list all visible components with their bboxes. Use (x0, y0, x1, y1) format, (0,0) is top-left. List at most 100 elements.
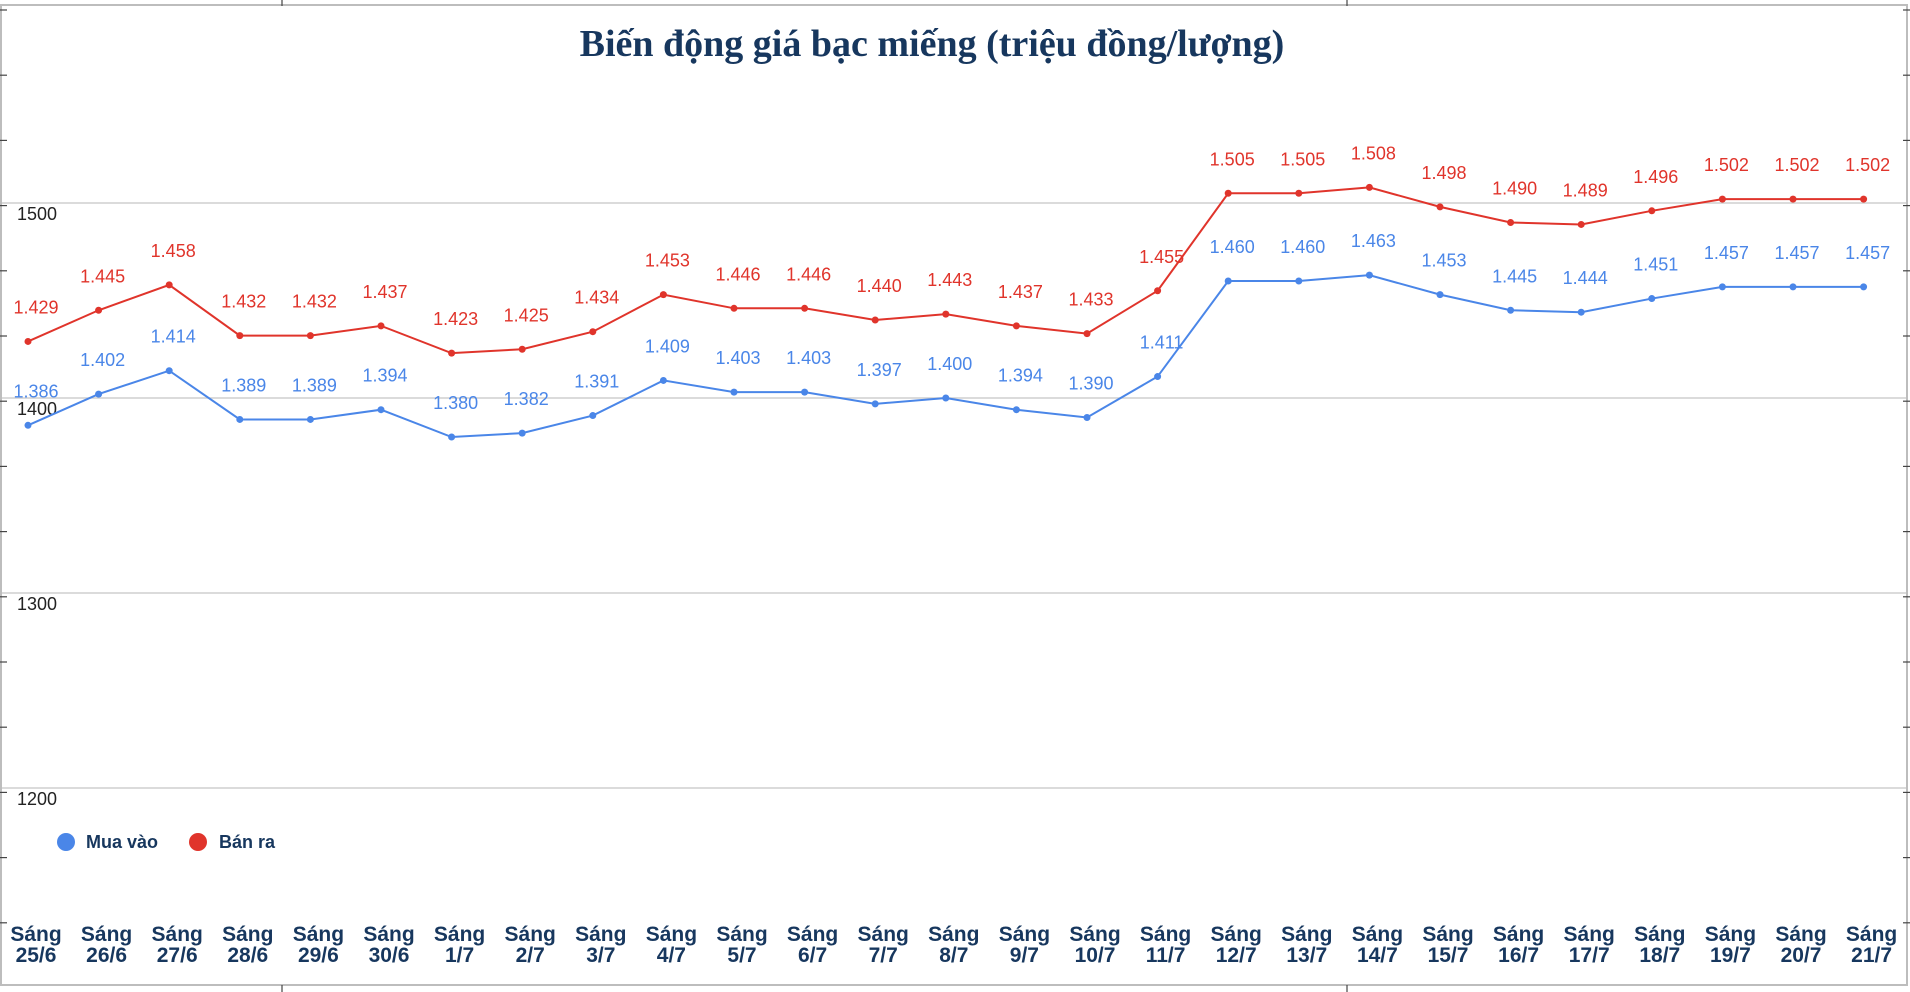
data-point-ban-ra (1436, 203, 1444, 211)
x-tick-label-line2: 4/7 (657, 944, 686, 967)
data-label-mua-vao: 1.389 (292, 375, 337, 395)
x-tick-label-line1: Sáng (434, 923, 485, 946)
x-tick-label-line1: Sáng (1352, 923, 1403, 946)
legend: Mua vào Bán ra (57, 832, 276, 852)
data-point-mua-vao (1365, 271, 1373, 279)
x-axis: Sáng25/6Sáng26/6Sáng27/6Sáng28/6Sáng29/6… (10, 923, 1897, 967)
data-label-ban-ra: 1.423 (433, 309, 478, 329)
data-point-mua-vao (448, 433, 456, 441)
x-tick-label-line1: Sáng (363, 923, 414, 946)
x-tick-label-line2: 13/7 (1286, 944, 1327, 967)
x-tick-label-line2: 17/7 (1569, 944, 1610, 967)
x-tick-label-line1: Sáng (716, 923, 767, 946)
data-point-mua-vao (306, 415, 314, 423)
x-tick-label-line2: 25/6 (16, 944, 57, 967)
x-tick-label-line2: 7/7 (869, 944, 898, 967)
data-point-ban-ra (659, 291, 667, 299)
x-tick-label-line1: Sáng (1281, 923, 1332, 946)
x-tick-label-line2: 6/7 (798, 944, 827, 967)
data-point-ban-ra (871, 316, 879, 324)
data-label-mua-vao: 1.382 (504, 389, 549, 409)
data-label-ban-ra: 1.502 (1845, 155, 1890, 175)
data-label-ban-ra: 1.502 (1774, 155, 1819, 175)
data-point-ban-ra (377, 322, 385, 330)
legend-swatch-mua-vao (57, 833, 75, 851)
data-label-mua-vao: 1.390 (1068, 374, 1113, 394)
y-axis: 1200 1300 1400 1500 (17, 204, 57, 809)
data-point-ban-ra (448, 349, 456, 357)
data-label-mua-vao: 1.411 (1140, 333, 1184, 353)
chart-frame (0, 4, 1908, 986)
data-label-mua-vao: 1.453 (1421, 251, 1466, 271)
data-point-mua-vao (1718, 283, 1726, 291)
data-point-mua-vao (942, 394, 950, 402)
data-label-ban-ra: 1.425 (504, 305, 549, 325)
x-tick-label-line1: Sáng (858, 923, 909, 946)
data-label-mua-vao: 1.403 (786, 348, 831, 368)
data-point-mua-vao (95, 390, 103, 398)
gridlines (2, 202, 1906, 789)
x-tick-label-line1: Sáng (293, 923, 344, 946)
data-label-ban-ra: 1.458 (151, 241, 196, 261)
data-point-ban-ra (95, 306, 103, 314)
data-label-ban-ra: 1.505 (1210, 149, 1255, 169)
y-tick-label-1300: 1300 (17, 594, 57, 614)
data-point-ban-ra (1012, 322, 1020, 330)
data-label-mua-vao: 1.397 (857, 360, 902, 380)
data-point-mua-vao (1507, 306, 1515, 314)
data-point-ban-ra (730, 304, 738, 312)
data-label-mua-vao: 1.451 (1633, 255, 1678, 275)
x-tick-label-line2: 15/7 (1428, 944, 1469, 967)
data-label-mua-vao: 1.463 (1351, 231, 1396, 251)
data-point-ban-ra (1789, 195, 1797, 203)
data-label-ban-ra: 1.434 (574, 288, 619, 308)
x-tick-label-line2: 28/6 (227, 944, 268, 967)
x-tick-label-line2: 29/6 (298, 944, 339, 967)
data-point-mua-vao (871, 400, 879, 408)
x-tick-label-line1: Sáng (928, 923, 979, 946)
legend-swatch-ban-ra (189, 833, 207, 851)
x-tick-label-line2: 10/7 (1075, 944, 1116, 967)
series-mua-vao: 1.386 1.402 1.414 1.389 1.389 1.394 1.380 1.382… (13, 231, 1890, 441)
data-point-mua-vao (1224, 277, 1232, 285)
x-tick-label-line1: Sáng (999, 923, 1050, 946)
x-tick-label-line1: Sáng (81, 923, 132, 946)
x-tick-label-line1: Sáng (152, 923, 203, 946)
data-label-mua-vao: 1.403 (715, 348, 760, 368)
x-tick-label-line1: Sáng (1422, 923, 1473, 946)
data-label-ban-ra: 1.453 (645, 251, 690, 271)
data-label-mua-vao: 1.402 (80, 350, 125, 370)
x-tick-label-line1: Sáng (1140, 923, 1191, 946)
x-tick-label-line2: 2/7 (516, 944, 545, 967)
data-label-ban-ra: 1.432 (292, 292, 337, 312)
data-label-ban-ra: 1.505 (1280, 149, 1325, 169)
data-label-ban-ra: 1.446 (786, 264, 831, 284)
data-point-mua-vao (518, 429, 526, 437)
data-point-mua-vao (1860, 283, 1868, 291)
x-tick-label-line2: 1/7 (445, 944, 474, 967)
data-point-ban-ra (165, 281, 173, 289)
x-tick-label-line1: Sáng (1846, 923, 1897, 946)
legend-label-ban-ra: Bán ra (219, 832, 276, 852)
data-point-ban-ra (942, 310, 950, 318)
data-label-ban-ra: 1.496 (1633, 167, 1678, 187)
data-point-mua-vao (165, 367, 173, 375)
data-label-mua-vao: 1.457 (1774, 243, 1819, 263)
data-label-ban-ra: 1.508 (1351, 143, 1396, 163)
x-tick-label-line1: Sáng (1069, 923, 1120, 946)
